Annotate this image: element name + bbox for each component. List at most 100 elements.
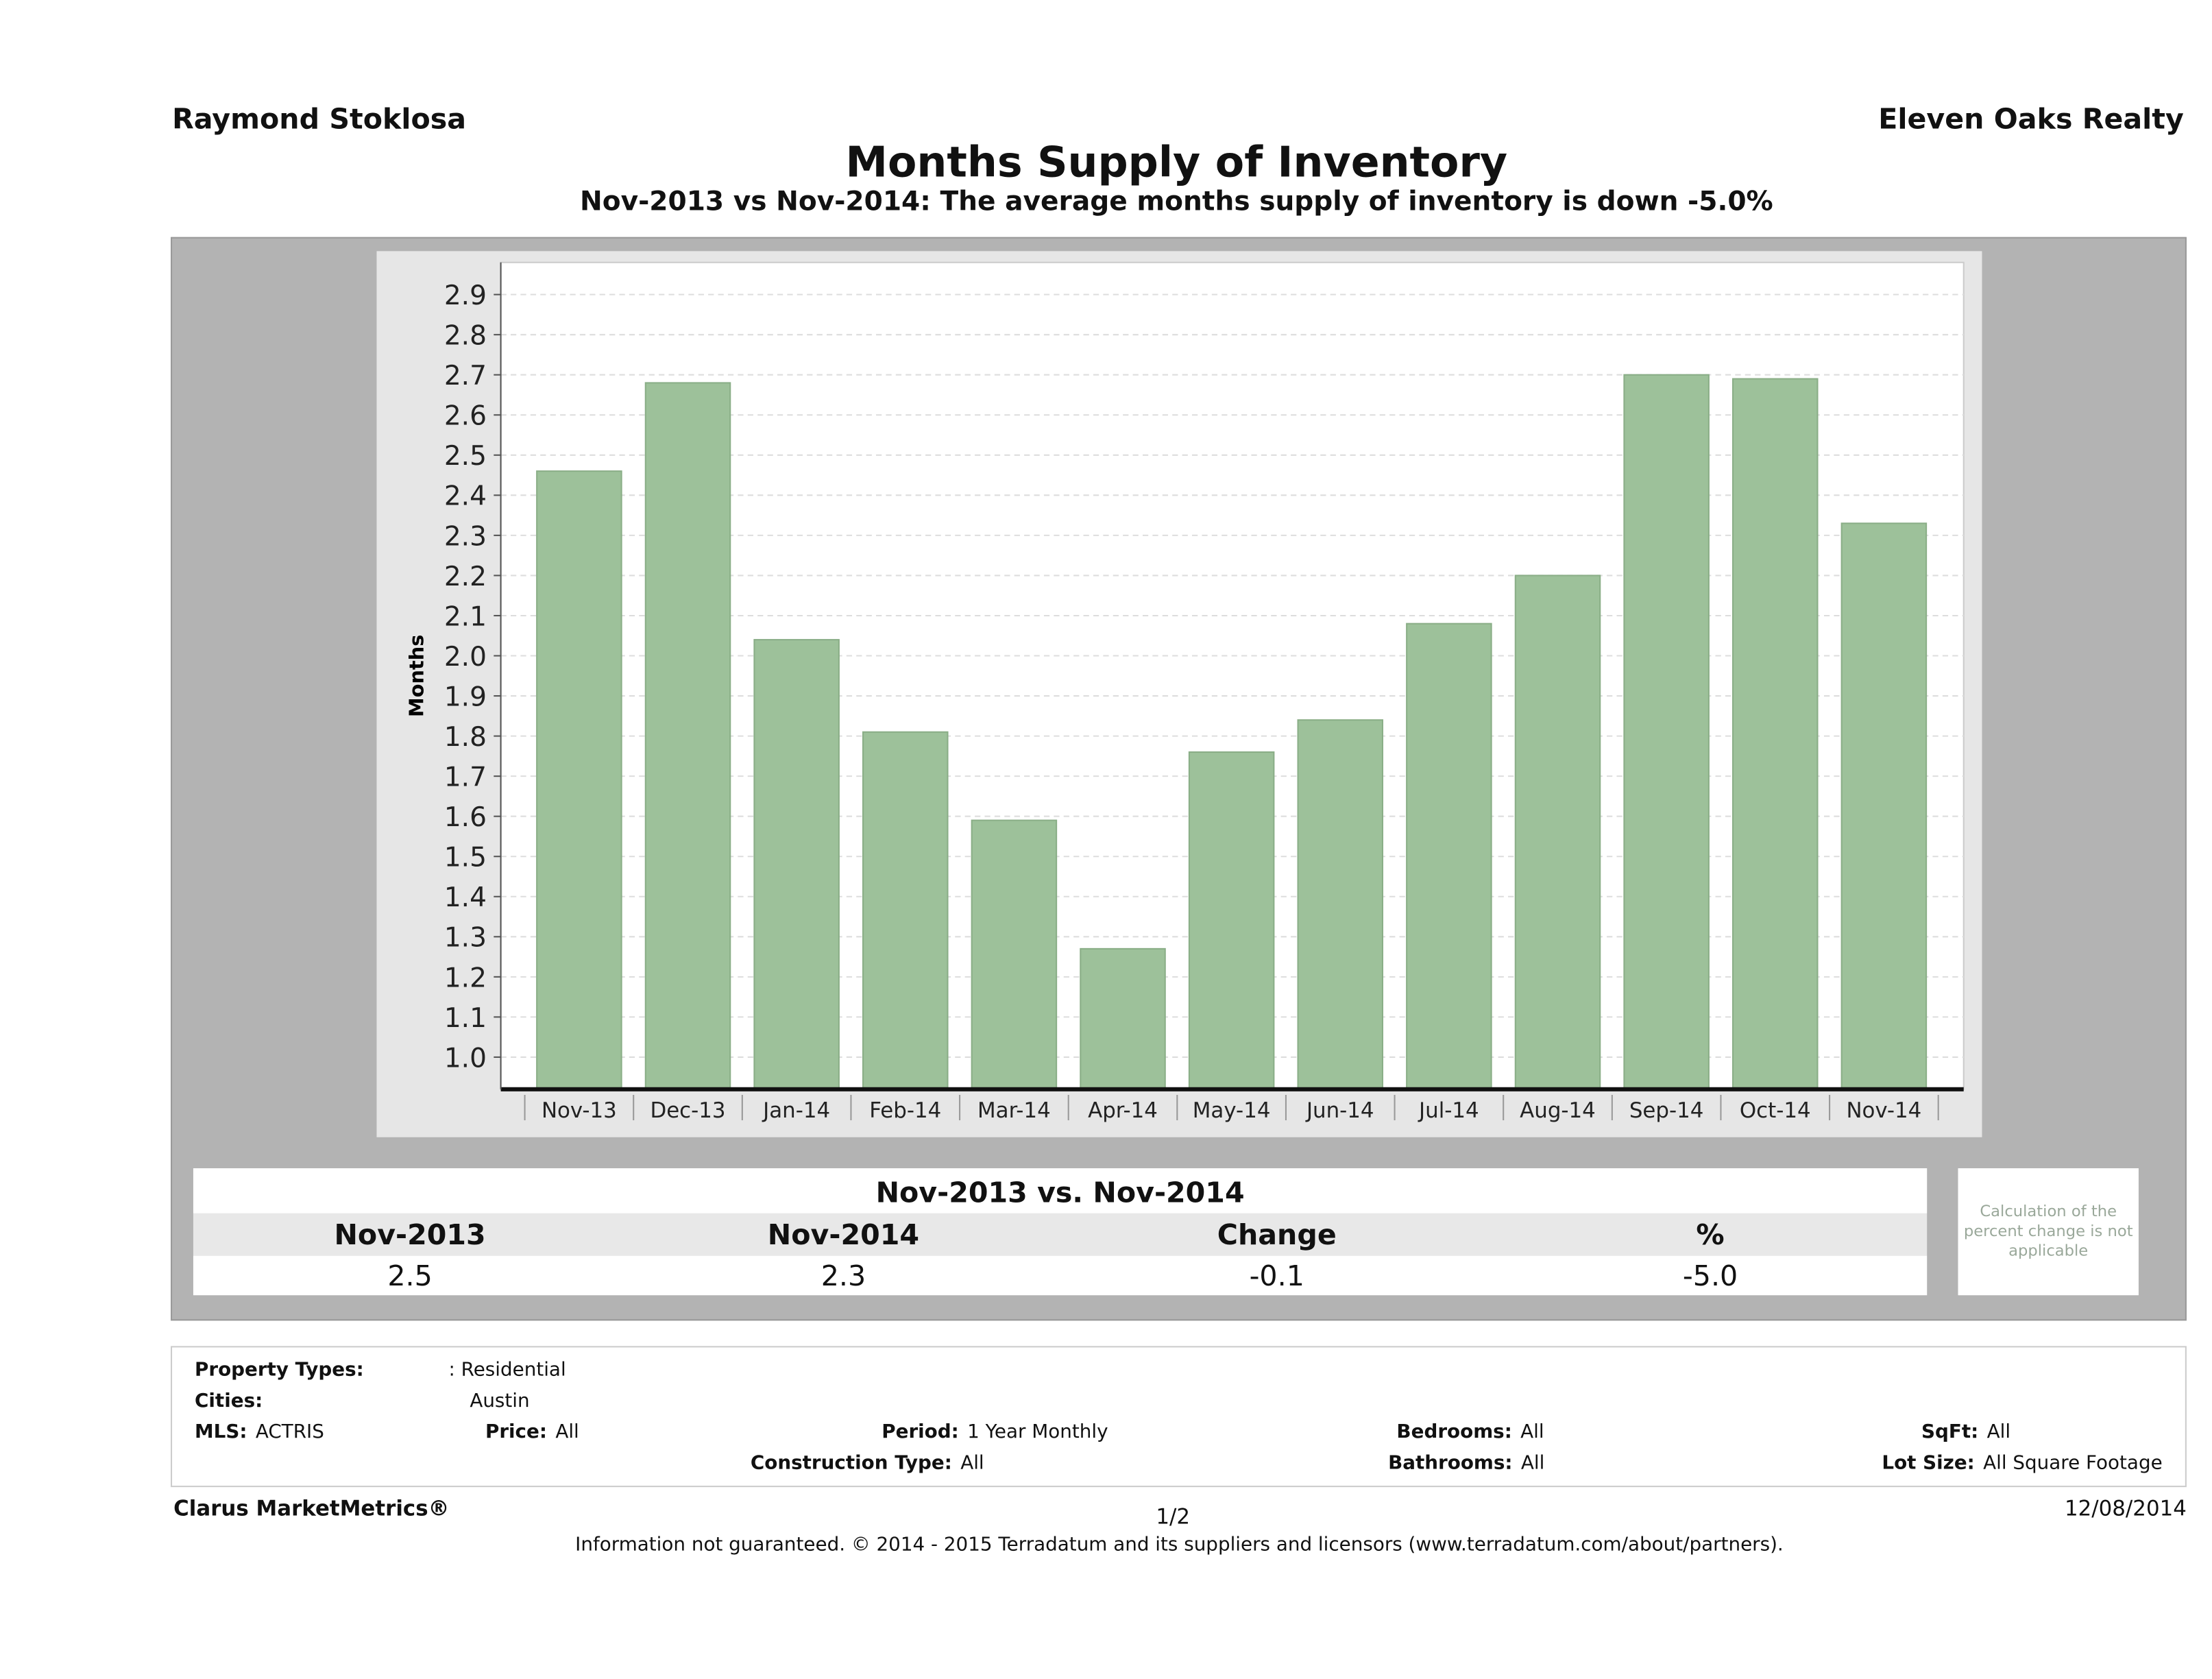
x-tick-label: Feb-14 [869, 1098, 941, 1123]
mls-label: MLS: [195, 1421, 247, 1444]
x-tick-label: Oct-14 [1740, 1098, 1811, 1123]
x-tick-label: Nov-14 [1846, 1098, 1921, 1123]
summary-value: -5.0 [1682, 1258, 1738, 1293]
bar [1623, 374, 1710, 1090]
y-tick-label: 2.5 [444, 441, 487, 472]
x-tick-label: Nov-13 [542, 1098, 617, 1123]
property-types-value-wrap: : Residential [448, 1359, 566, 1381]
bar [1297, 719, 1384, 1090]
x-tick-label: Aug-14 [1520, 1098, 1596, 1123]
sqft-label: SqFt: [1921, 1421, 1979, 1444]
x-tick-label: Mar-14 [977, 1098, 1051, 1123]
report-title: Months Supply of Inventory [845, 138, 1508, 188]
y-tick-label: 1.2 [444, 963, 487, 993]
y-axis-label: Months [404, 635, 428, 717]
x-tick-label: Dec-13 [650, 1098, 725, 1123]
report-subtitle: Nov-2013 vs Nov-2014: The average months… [579, 186, 1773, 217]
bar [1840, 522, 1928, 1090]
mls-value: ACTRIS [255, 1421, 324, 1444]
x-tick-label: Apr-14 [1088, 1098, 1158, 1123]
bedrooms-label: Bedrooms: [1396, 1421, 1512, 1444]
mls-pair: MLS: ACTRIS [195, 1421, 324, 1443]
y-tick-label: 2.6 [444, 401, 487, 432]
lot-size-pair: Lot Size: All Square Footage [1882, 1452, 2162, 1475]
y-tick-label: 2.8 [444, 321, 487, 352]
bar [1731, 378, 1819, 1090]
x-tick-label: Sep-14 [1629, 1098, 1704, 1123]
construction-value: All [960, 1451, 984, 1475]
chart-container: 1.0 1.1 1.2 1.3 1.4 1.5 1.6 1.7 1.8 1.9 2.0 2.1 2.2 2… [376, 251, 1982, 1137]
y-tick-label: 1.0 [444, 1043, 487, 1074]
summary-value: 2.5 [387, 1258, 433, 1293]
price-pair: Price: All [485, 1421, 579, 1443]
bar-chart: 1.0 1.1 1.2 1.3 1.4 1.5 1.6 1.7 1.8 1.9 2.0 2.1 2.2 2… [404, 261, 1965, 1123]
summary-table: Nov-2013 vs. Nov-2014 Nov-2013 Nov-2014 … [193, 1168, 1928, 1296]
summary-label: % [1696, 1218, 1725, 1252]
agent-name: Raymond Stoklosa [172, 101, 467, 136]
summary-label: Change [1217, 1218, 1337, 1252]
y-tick-label: 1.4 [444, 882, 487, 913]
bar [753, 639, 840, 1090]
bar [1188, 751, 1275, 1090]
y-tick-label: 1.9 [444, 681, 487, 712]
summary-heading: Nov-2013 vs. Nov-2014 [193, 1168, 1928, 1213]
y-tick-label: 1.7 [444, 762, 487, 793]
brand-logo-text: Clarus MarketMetrics® [173, 1495, 450, 1521]
bathrooms-pair: Bathrooms: All [1388, 1452, 1544, 1475]
y-tick-label: 2.2 [444, 561, 487, 592]
bedrooms-pair: Bedrooms: All [1396, 1421, 1544, 1443]
disclaimer: Information not guaranteed. © 2014 - 201… [575, 1534, 1784, 1556]
summary-label: Nov-2014 [767, 1218, 920, 1252]
cities-pair: Cities: [195, 1390, 263, 1412]
summary-value: 2.3 [821, 1258, 866, 1293]
y-tick-label: 2.9 [444, 280, 487, 311]
property-types-label: Property Types: [195, 1358, 364, 1381]
summary-label: Nov-2013 [334, 1218, 486, 1252]
bedrooms-value: All [1520, 1421, 1544, 1444]
x-tick-label: May-14 [1193, 1098, 1271, 1123]
page-number: 1/2 [1156, 1503, 1191, 1530]
x-tick-label: Jun-14 [1305, 1098, 1374, 1123]
bar [862, 731, 949, 1090]
period-pair: Period: 1 Year Monthly [882, 1421, 1108, 1443]
bathrooms-value: All [1520, 1451, 1545, 1475]
report-date: 12/08/2014 [2064, 1495, 2187, 1521]
period-label: Period: [882, 1421, 959, 1444]
bar [1080, 947, 1166, 1090]
x-tick-label: Jan-14 [762, 1098, 830, 1123]
y-tick-label: 2.3 [444, 521, 487, 552]
property-types-pair: Property Types: [195, 1359, 364, 1381]
search-criteria: Property Types: : Residential Cities: Au… [171, 1346, 2187, 1488]
bar [971, 819, 1058, 1090]
y-tick-label: 2.7 [444, 361, 487, 391]
sqft-value: All [1986, 1421, 2011, 1444]
construction-label: Construction Type: [750, 1451, 952, 1475]
price-label: Price: [485, 1421, 547, 1444]
cities-label: Cities: [195, 1390, 263, 1413]
x-tick-label: Jul-14 [1418, 1098, 1479, 1123]
sqft-pair: SqFt: All [1921, 1421, 2010, 1443]
percent-change-note: Calculation of the percent change is not… [1958, 1168, 2139, 1296]
bar [536, 470, 622, 1090]
y-tick-label: 1.8 [444, 722, 487, 753]
cities-value-wrap: Austin [470, 1390, 529, 1412]
bar [644, 382, 731, 1090]
summary-value: -0.1 [1249, 1258, 1304, 1293]
construction-pair: Construction Type: All [751, 1452, 984, 1475]
bar [1514, 575, 1601, 1090]
office-name: Eleven Oaks Realty [1878, 101, 2184, 136]
cities-value: Austin [470, 1390, 530, 1413]
summary-values-row: 2.5 2.3 -0.1 -5.0 [193, 1255, 1928, 1296]
y-tick-label: 2.0 [444, 642, 487, 673]
lot-size-label: Lot Size: [1882, 1451, 1975, 1475]
property-types-value: : Residential [448, 1358, 566, 1381]
period-value: 1 Year Monthly [967, 1421, 1108, 1444]
y-tick-label: 2.4 [444, 481, 487, 512]
summary-labels-row: Nov-2013 Nov-2014 Change % [193, 1213, 1928, 1256]
price-value: All [555, 1421, 579, 1444]
y-tick-label: 1.1 [444, 1003, 487, 1034]
y-tick-label: 2.1 [444, 601, 487, 632]
y-tick-label: 1.6 [444, 802, 487, 833]
y-tick-label: 1.5 [444, 843, 487, 873]
bar [1406, 623, 1492, 1090]
